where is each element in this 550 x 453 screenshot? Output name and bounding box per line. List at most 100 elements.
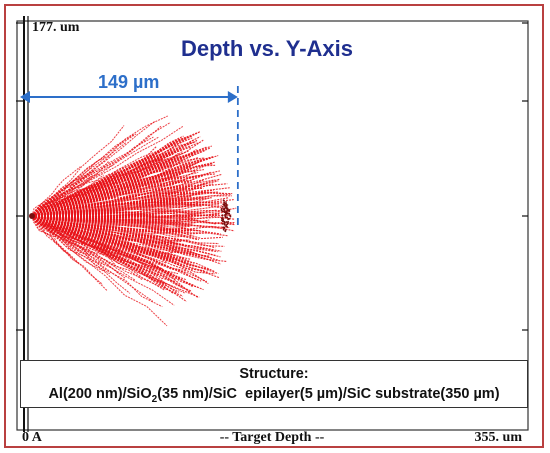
- depth-annotation-label: 149 µm: [98, 72, 159, 92]
- ion-track-257: [31, 215, 219, 245]
- y-tick-label-top: 177. um: [32, 20, 80, 35]
- damage-point-38: [221, 217, 224, 219]
- x-tick-label-1: 355. um: [475, 430, 523, 445]
- ion-track-254: [31, 173, 210, 217]
- damage-point-17: [221, 223, 224, 225]
- damage-point-18: [223, 201, 226, 204]
- damage-point-83: [225, 204, 228, 207]
- ion-track-320: [31, 121, 171, 217]
- damage-point-70: [225, 225, 228, 228]
- damage-point-58: [227, 222, 229, 225]
- ion-track-213: [31, 215, 200, 232]
- ion-track-13: [31, 176, 184, 217]
- ion-tracks: [29, 115, 237, 327]
- chart-title: Depth vs. Y-Axis: [181, 36, 353, 61]
- ion-track-310: [31, 215, 82, 254]
- layer-sio2-material: SiO: [126, 386, 152, 402]
- ion-track-22: [31, 153, 161, 217]
- damage-point-56: [224, 216, 227, 218]
- ion-track-311: [31, 215, 163, 308]
- ion-track-329: [31, 215, 87, 244]
- damage-point-22: [221, 206, 224, 208]
- damage-point-87: [226, 207, 229, 210]
- ion-track-122: [31, 164, 216, 217]
- structure-heading: Structure:: [239, 366, 309, 382]
- ion-track-321: [31, 156, 107, 217]
- damage-point-16: [223, 223, 226, 226]
- ion-track-326: [31, 140, 182, 217]
- ion-track-327: [31, 136, 159, 217]
- damage-point-27: [222, 218, 225, 221]
- damage-point-62: [224, 204, 227, 207]
- ion-track-131: [31, 215, 210, 225]
- structure-layers: Al(200 nm)/SiO2(35 nm)/SiC epilayer(5 µm…: [48, 386, 500, 405]
- damage-point-65: [222, 203, 225, 206]
- layer-epi-material: SiC epilayer: [212, 386, 300, 402]
- damage-point-71: [221, 214, 224, 217]
- ion-track-121: [31, 201, 226, 217]
- damage-point-54: [223, 226, 226, 229]
- ion-track-206: [31, 215, 196, 254]
- ion-track-245: [31, 139, 195, 217]
- damage-point-79: [221, 207, 223, 210]
- damage-point-52: [225, 221, 228, 223]
- damage-point-85: [227, 218, 230, 220]
- structure-legend: Structure: Al(200 nm)/SiO2(35 nm)/SiC ep…: [20, 360, 528, 408]
- ion-track-264: [31, 180, 75, 217]
- ion-track-304: [31, 215, 184, 290]
- ion-track-8: [31, 215, 168, 275]
- ion-track-229: [32, 213, 194, 219]
- ion-track-200: [31, 193, 232, 217]
- ion-track-246: [31, 215, 179, 266]
- damage-point-76: [222, 220, 225, 222]
- plot-area-border: [16, 20, 529, 431]
- ion-track-212: [31, 175, 204, 217]
- ion-track-318: [31, 215, 154, 302]
- damage-point-88: [229, 214, 232, 217]
- damage-point-55: [222, 199, 225, 202]
- ion-track-247: [31, 171, 199, 217]
- depth-arrow-left-head: [20, 91, 30, 103]
- ion-track-215: [31, 215, 180, 265]
- damage-point-86: [224, 212, 227, 214]
- ion-track-119: [31, 215, 216, 273]
- ion-track-256: [31, 170, 196, 217]
- ion-track-263: [31, 215, 110, 275]
- ion-track-293: [31, 136, 188, 217]
- damage-point-57: [223, 222, 226, 225]
- layer-sio2-subscript: 2: [151, 393, 158, 405]
- damage-point-7: [222, 228, 225, 231]
- ion-track-291: [31, 215, 133, 265]
- damage-point-45: [226, 216, 229, 219]
- layer-substrate-thickness: 350 µm: [445, 386, 495, 402]
- damage-point-75: [223, 208, 226, 211]
- layer-al-thickness: 200 nm: [67, 386, 118, 402]
- ion-track-261: [31, 170, 95, 217]
- ion-track-230: [31, 215, 202, 282]
- ion-track-190: [31, 215, 209, 235]
- damage-point-84: [225, 206, 228, 208]
- ion-track-292: [31, 215, 120, 275]
- layer-epi-thickness: 5 µm: [304, 386, 339, 402]
- right-ticks: [522, 22, 528, 331]
- depth-arrow-right-head: [227, 91, 238, 103]
- ion-track-244: [31, 146, 207, 217]
- damage-point-64: [223, 210, 225, 213]
- ion-track-313: [31, 215, 108, 292]
- ion-track-228: [31, 204, 229, 217]
- ion-track-240: [31, 215, 206, 250]
- ion-track-242: [31, 163, 174, 217]
- damage-point-69: [226, 212, 229, 215]
- ion-track-243: [31, 195, 233, 217]
- ion-track-323: [31, 166, 81, 217]
- ion-track-231: [31, 163, 206, 217]
- layer-al-material: Al: [48, 386, 63, 402]
- ion-track-285: [31, 215, 104, 285]
- ion-track-288: [31, 164, 114, 217]
- left-ticks: [16, 22, 24, 331]
- ion-track-168: [31, 215, 222, 252]
- x-tick-label-0: 0 A: [22, 430, 43, 445]
- ion-track-38: [32, 211, 229, 217]
- ion-track-258: [31, 212, 206, 217]
